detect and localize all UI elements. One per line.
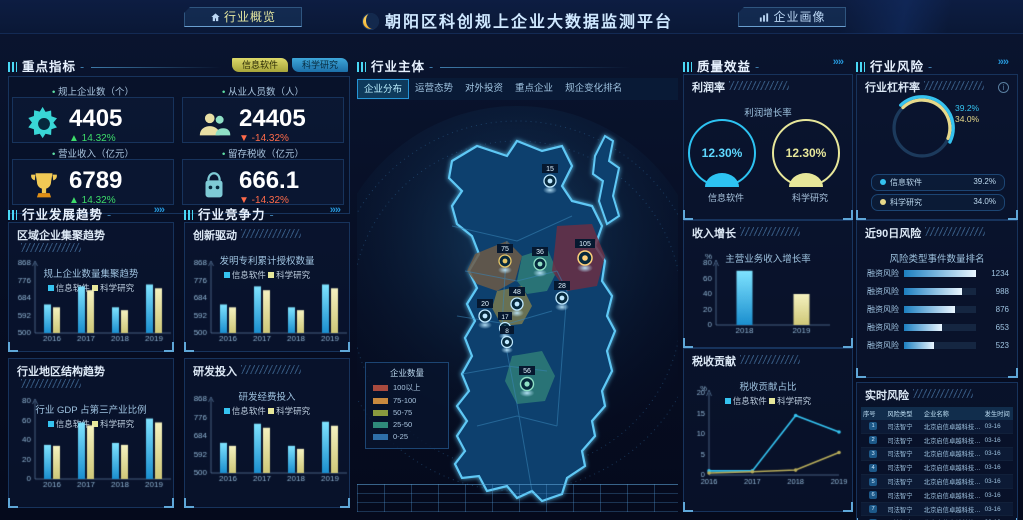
svg-text:48: 48 <box>513 289 521 296</box>
svg-text:17: 17 <box>501 314 509 321</box>
svg-text:20: 20 <box>481 301 489 308</box>
svg-text:36: 36 <box>536 249 544 256</box>
svg-text:105: 105 <box>579 241 591 248</box>
svg-text:75: 75 <box>501 246 509 253</box>
svg-text:28: 28 <box>558 283 566 290</box>
svg-text:15: 15 <box>546 166 554 173</box>
svg-text:56: 56 <box>523 368 531 375</box>
svg-text:8: 8 <box>505 328 509 335</box>
